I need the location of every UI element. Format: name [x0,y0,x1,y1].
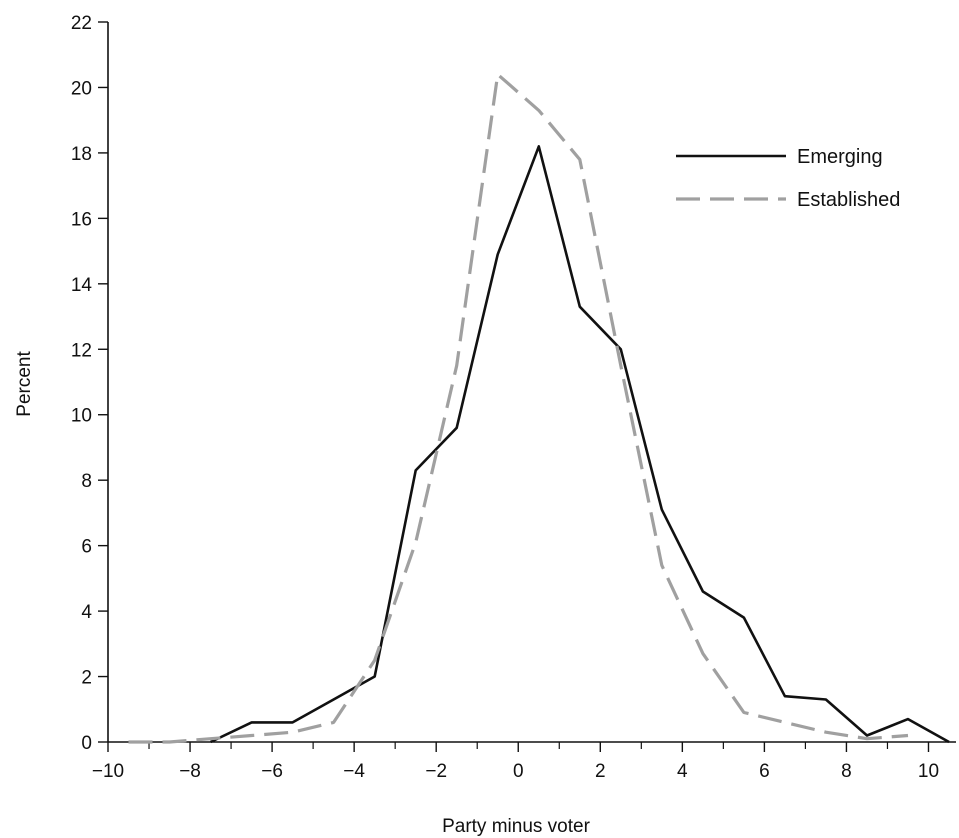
y-tick-label: 0 [81,733,92,754]
x-tick-label: 8 [841,761,852,782]
y-tick-label: 2 [81,668,92,689]
y-tick-label: 10 [71,406,92,427]
x-tick-label: 2 [595,761,606,782]
series-line-established [128,72,909,744]
x-tick-label: −8 [179,761,201,782]
y-axis-title: Percent [14,351,35,417]
x-tick-label: 0 [513,761,524,782]
y-tick-label: 14 [71,275,93,296]
y-tick-label: 16 [71,209,92,230]
x-tick-label: −6 [261,761,283,782]
x-tick-label: −4 [343,761,365,782]
y-tick-label: 18 [71,144,92,165]
legend-label-emerging: Emerging [797,146,883,168]
x-tick-label: −10 [92,761,124,782]
x-axis-title: Party minus voter [442,816,590,837]
legend-label-established: Established [797,189,900,211]
y-tick-label: 6 [81,537,92,558]
axes: 0 2 4 6 8 10 12 14 16 18 20 22 −10 −8 −6 −4 −2 0 2 4 6 8 10 [71,13,956,782]
series-line-emerging [210,145,950,744]
y-tick-label: 12 [71,340,92,361]
x-tick-label: −2 [425,761,447,782]
legend: Emerging Established [676,146,900,211]
x-tick-label: 4 [677,761,688,782]
y-tick-label: 8 [81,471,92,492]
y-tick-label: 4 [81,602,92,623]
y-tick-label: 22 [71,13,92,34]
x-tick-label: 6 [759,761,770,782]
x-tick-label: 10 [918,761,939,782]
series-lines [128,72,950,744]
y-tick-label: 20 [71,78,92,99]
